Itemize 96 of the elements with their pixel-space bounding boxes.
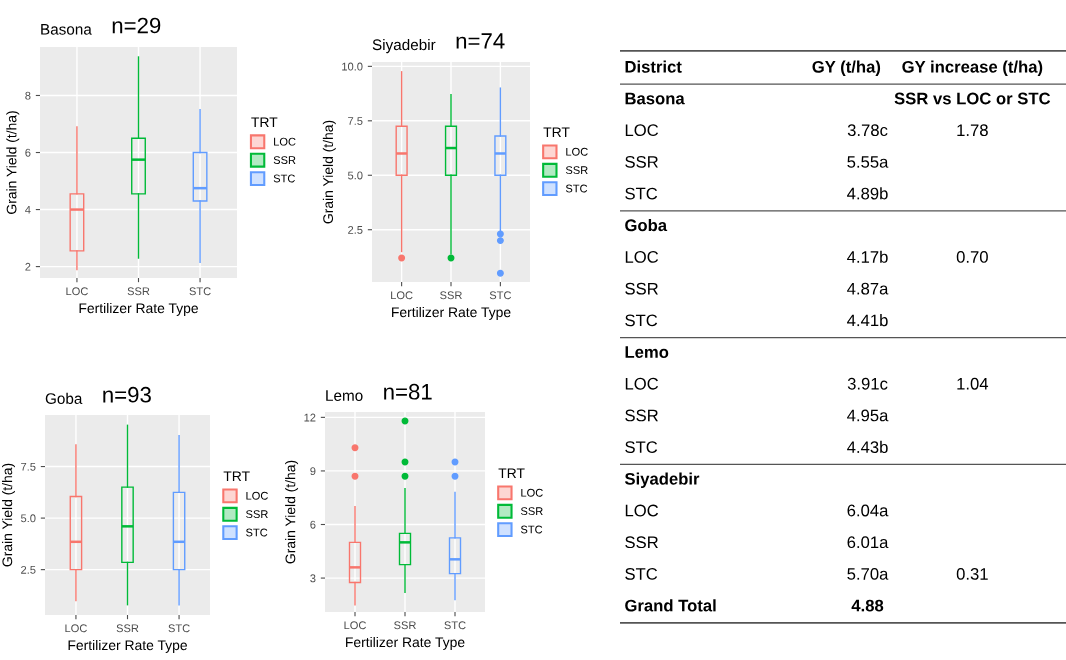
x-axis-title: Fertilizer Rate Type: [392, 306, 511, 320]
text: 3.78c: [847, 124, 888, 137]
text: 0.70: [956, 251, 988, 263]
x-tick-label: LOC: [344, 621, 366, 630]
y-axis-title: Grain Yield (t/ha): [6, 111, 20, 214]
text: 4.88: [851, 599, 884, 612]
chart-subtitle: n=29: [112, 17, 161, 34]
category-label: STC: [625, 568, 658, 580]
x-tick-label: STC: [444, 621, 466, 630]
chart-title: Goba: [45, 392, 83, 404]
legend-label: SSR: [565, 166, 588, 175]
category-label: LOC: [625, 251, 659, 263]
legend-label: LOC: [274, 137, 296, 146]
category-label: Basona: [625, 92, 685, 105]
y-tick-label: 8: [25, 91, 31, 100]
y-tick-label: 5.0: [347, 171, 363, 180]
x-tick-label: LOC: [391, 291, 413, 300]
y-tick-label: 7.5: [21, 462, 36, 471]
y-tick-label: 2.5: [21, 565, 36, 574]
y-tick-label: 2: [25, 262, 31, 271]
legend-label: LOC: [246, 491, 268, 500]
y-tick-label: 3: [310, 574, 316, 583]
y-tick-label: 4: [25, 205, 31, 214]
y-tick-label: 2.5: [348, 225, 363, 234]
chart-title: Siyadebir: [372, 38, 436, 54]
y-tick-label: 6: [25, 148, 31, 157]
x-tick-label: STC: [489, 291, 512, 300]
y-tick-label: 12: [304, 413, 316, 422]
text: 4.87a: [847, 282, 889, 295]
legend-label: SSR: [246, 510, 268, 519]
text: 3.91c: [847, 377, 888, 390]
y-axis-title: Grain Yield (t/ha): [2, 463, 15, 567]
text: 5.55a: [847, 156, 889, 168]
category-label: LOC: [625, 124, 659, 137]
category-label: GY (t/ha): [812, 60, 881, 76]
text: 4.17b: [847, 250, 888, 263]
category-label: Lemo: [625, 346, 669, 358]
category-label: LOC: [625, 377, 659, 390]
category-label: GY increase (t/ha): [902, 60, 1043, 76]
category-label: Goba: [625, 218, 668, 232]
text: 4.89b: [847, 187, 888, 200]
y-tick-label: 7.5: [348, 117, 363, 125]
legend-label: SSR: [520, 507, 543, 516]
category-label: LOC: [625, 504, 659, 517]
x-tick-label: SSR: [116, 624, 139, 633]
text: 5.70a: [847, 568, 889, 580]
x-tick-label: SSR: [440, 291, 462, 300]
chart-subtitle: n=93: [103, 386, 151, 403]
category-label: Siyadebir: [624, 472, 700, 489]
y-axis-title: Grain Yield (t/ha): [285, 460, 299, 564]
x-tick-label: LOC: [66, 287, 88, 296]
x-tick-label: STC: [189, 287, 211, 296]
text: 1.04: [957, 377, 989, 390]
text: SSR vs LOC or STC: [894, 92, 1051, 105]
text: 4.43b: [847, 440, 888, 454]
category-label: District: [625, 60, 682, 73]
x-tick-label: SSR: [394, 621, 416, 630]
x-axis-title: Fertilizer Rate Type: [68, 639, 187, 653]
text: 4.41b: [847, 314, 888, 327]
text: 6.01a: [847, 536, 889, 549]
y-tick-label: 9: [310, 467, 316, 476]
legend-title: TRT: [543, 127, 570, 138]
text: 4.95a: [847, 409, 889, 422]
x-axis-title: Fertilizer Rate Type: [346, 636, 465, 650]
legend-title: TRT: [223, 471, 250, 482]
category-label: STC: [625, 441, 658, 454]
legend-title: TRT: [498, 468, 525, 479]
text: 1.78: [957, 124, 988, 137]
legend-label: LOC: [566, 147, 588, 156]
category-label: STC: [625, 187, 658, 200]
x-tick-label: STC: [168, 624, 190, 633]
legend-label: LOC: [521, 488, 543, 497]
category-label: SSR: [625, 409, 658, 422]
legend-label: STC: [246, 528, 268, 537]
y-tick-label: 10.0: [342, 62, 363, 71]
x-tick-label: SSR: [127, 287, 150, 296]
category-label: SSR: [625, 536, 658, 549]
category-label: SSR: [625, 155, 658, 168]
y-tick-label: 5.0: [20, 514, 36, 523]
legend-label: STC: [273, 174, 295, 183]
category-label: STC: [625, 314, 658, 327]
text: 6.04a: [847, 504, 889, 517]
chart-subtitle: n=81: [384, 383, 432, 400]
chart-title: Basona: [41, 24, 92, 35]
x-tick-label: LOC: [65, 624, 87, 633]
y-tick-label: 6: [310, 520, 316, 529]
text: 0.31: [956, 568, 988, 580]
legend-label: STC: [565, 184, 588, 193]
x-axis-title: Fertilizer Rate Type: [79, 302, 198, 316]
y-axis-title: Grain Yield (t/ha): [322, 120, 336, 224]
legend-title: TRT: [251, 117, 278, 127]
category-label: Grand Total: [625, 599, 716, 612]
chart-title: Lemo: [326, 390, 363, 401]
chart-subtitle: n=74: [456, 33, 505, 49]
legend-label: STC: [520, 525, 543, 534]
legend-label: SSR: [273, 156, 296, 165]
